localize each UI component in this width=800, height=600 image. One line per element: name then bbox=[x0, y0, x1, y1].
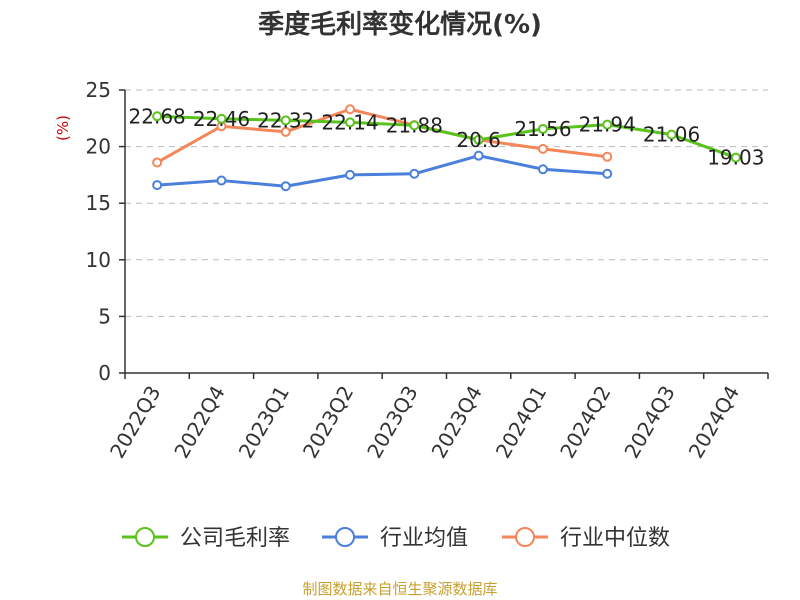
x-tick-label: 2024Q3 bbox=[619, 382, 679, 463]
data-point bbox=[152, 180, 163, 191]
data-label: 22.32 bbox=[257, 108, 314, 132]
data-point bbox=[602, 168, 613, 179]
data-point bbox=[602, 119, 613, 130]
data-label: 22.68 bbox=[129, 104, 186, 128]
data-point bbox=[345, 104, 356, 115]
data-label: 21.56 bbox=[514, 117, 571, 141]
data-label: 22.14 bbox=[321, 110, 378, 134]
legend-label: 行业中位数 bbox=[560, 526, 670, 551]
legend-label: 行业均值 bbox=[380, 526, 468, 551]
data-point bbox=[730, 152, 741, 163]
chart-title: 季度毛利率变化情况(%) bbox=[258, 9, 542, 40]
x-tick-label: 2023Q3 bbox=[362, 382, 422, 463]
data-label: 22.46 bbox=[193, 107, 250, 131]
data-labels: 22.68 22.46 22.32 22.14 21.88 20.6 21.56 21.94 2… bbox=[129, 104, 765, 169]
x-tick-label: 2023Q2 bbox=[298, 382, 358, 463]
data-label: 21.94 bbox=[579, 113, 636, 137]
x-tick-label: 2024Q1 bbox=[491, 382, 551, 463]
legend-label: 公司毛利率 bbox=[180, 526, 290, 551]
x-tick-label: 2024Q4 bbox=[684, 382, 744, 463]
series-lines bbox=[152, 104, 741, 192]
grid-lines bbox=[125, 89, 768, 317]
y-tick-label: 0 bbox=[98, 361, 111, 385]
y-tick-label: 25 bbox=[86, 78, 111, 102]
y-axis-label: (%) bbox=[54, 115, 72, 141]
x-tick-label: 2022Q3 bbox=[105, 382, 165, 463]
series-line bbox=[157, 114, 737, 159]
data-point bbox=[409, 168, 420, 179]
data-point bbox=[152, 157, 163, 168]
data-point bbox=[537, 123, 548, 134]
data-label: 21.06 bbox=[643, 123, 700, 147]
y-tick-label: 10 bbox=[86, 248, 111, 272]
data-point bbox=[473, 134, 484, 145]
x-tick-label: 2024Q2 bbox=[555, 382, 615, 463]
y-tick-label: 20 bbox=[86, 135, 111, 159]
data-point bbox=[280, 181, 291, 192]
x-tick-label: 2023Q4 bbox=[427, 382, 487, 463]
data-point bbox=[280, 115, 291, 126]
data-point bbox=[602, 151, 613, 162]
data-point bbox=[666, 129, 677, 140]
source-note: 制图数据来自恒生聚源数据库 bbox=[302, 580, 497, 598]
x-tick-label: 2022Q4 bbox=[169, 382, 229, 463]
data-point bbox=[409, 120, 420, 131]
legend: 公司毛利率 行业均值 行业中位数 bbox=[122, 526, 670, 551]
data-label: 21.88 bbox=[386, 113, 443, 137]
data-point bbox=[345, 117, 356, 128]
data-label: 20.6 bbox=[456, 128, 501, 152]
data-point bbox=[473, 150, 484, 161]
legend-marker bbox=[335, 527, 355, 547]
data-point bbox=[280, 126, 291, 137]
y-tick-label: 5 bbox=[98, 304, 111, 328]
series-line bbox=[156, 107, 608, 164]
data-label: 19.03 bbox=[707, 146, 764, 170]
x-tick-label: 2023Q1 bbox=[234, 382, 294, 463]
data-point bbox=[537, 164, 548, 175]
y-tick-label: 15 bbox=[86, 191, 111, 215]
series-line bbox=[157, 154, 608, 188]
data-point bbox=[152, 111, 163, 122]
data-point bbox=[537, 143, 548, 154]
data-point bbox=[216, 175, 227, 186]
data-point bbox=[345, 169, 356, 180]
legend-marker bbox=[515, 527, 535, 547]
data-point bbox=[216, 113, 227, 124]
legend-marker bbox=[135, 527, 155, 547]
